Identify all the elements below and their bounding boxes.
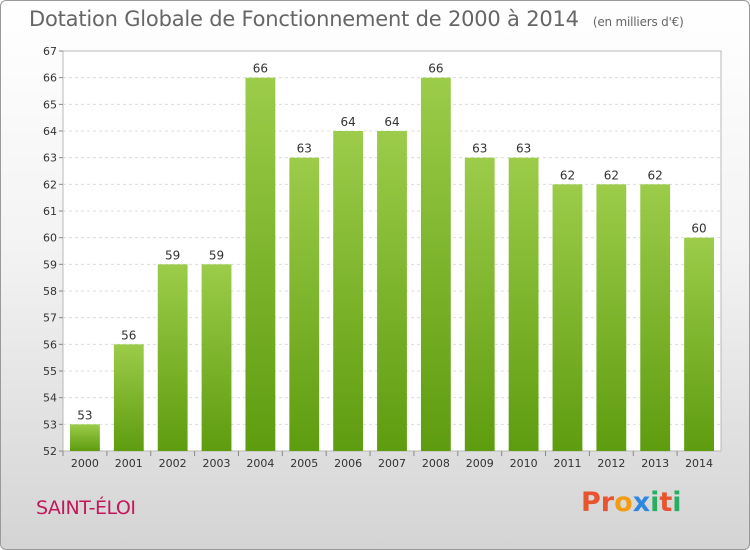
y-tick-label: 61 (43, 205, 57, 218)
data-label-2008: 66 (428, 62, 443, 76)
data-label-2003: 59 (209, 248, 224, 262)
x-tick-label: 2001 (115, 457, 143, 470)
x-tick-label: 2012 (597, 457, 625, 470)
y-tick-label: 54 (43, 392, 57, 405)
bar-2012 (596, 184, 627, 452)
data-label-2009: 63 (472, 142, 487, 156)
x-tick-label: 2004 (246, 457, 274, 470)
chart-title-text: Dotation Globale de Fonctionnement de 20… (29, 7, 579, 31)
y-tick-label: 66 (43, 72, 57, 85)
data-label-2002: 59 (165, 248, 180, 262)
chart-title: Dotation Globale de Fonctionnement de 20… (29, 7, 684, 31)
data-label-2012: 62 (604, 168, 619, 182)
x-tick-label: 2007 (378, 457, 406, 470)
bar-2007 (377, 131, 407, 451)
bar-2011 (552, 184, 583, 452)
x-tick-label: 2002 (159, 457, 187, 470)
x-tick-label: 2006 (334, 457, 362, 470)
brand-letter: o (614, 487, 633, 518)
bar-2001 (113, 344, 144, 451)
x-tick-label: 2009 (466, 457, 494, 470)
bar-2005 (289, 157, 320, 451)
y-tick-label: 52 (43, 445, 57, 458)
y-tick-label: 63 (43, 152, 57, 165)
data-label-2014: 60 (691, 222, 706, 236)
bar-2013 (640, 184, 671, 452)
bar-2000 (70, 424, 100, 451)
y-tick-label: 65 (43, 98, 57, 111)
bar-2006 (333, 131, 364, 451)
bar-2002 (157, 264, 188, 451)
y-tick-label: 53 (43, 418, 57, 431)
y-tick-label: 67 (43, 45, 57, 58)
data-label-2000: 53 (77, 408, 92, 422)
brand-letter: i (672, 487, 682, 518)
data-label-2001: 56 (121, 328, 136, 342)
bar-2003 (201, 264, 232, 451)
data-label-2006: 64 (340, 115, 355, 129)
brand-letter: t (659, 487, 673, 518)
x-tick-label: 2013 (641, 457, 669, 470)
bar-2004 (245, 77, 276, 452)
x-tick-label: 2014 (685, 457, 713, 470)
y-tick-label: 57 (43, 312, 57, 325)
chart-unit: (en milliers d'€) (592, 15, 684, 29)
x-tick-label: 2000 (71, 457, 99, 470)
bar-2008 (420, 77, 451, 452)
data-label-2013: 62 (648, 168, 663, 182)
y-tick-label: 60 (43, 232, 57, 245)
brand-letter: P (581, 487, 601, 518)
bar-2010 (508, 157, 539, 451)
y-tick-label: 56 (43, 338, 57, 351)
data-label-2007: 64 (384, 115, 399, 129)
data-label-2010: 63 (516, 142, 531, 156)
bar-2014 (684, 237, 714, 451)
x-tick-label: 2003 (203, 457, 231, 470)
bar-2009 (464, 157, 495, 451)
y-tick-label: 58 (43, 285, 57, 298)
brand-letter: x (632, 487, 651, 518)
data-label-2005: 63 (297, 142, 312, 156)
x-tick-label: 2008 (422, 457, 450, 470)
y-tick-label: 64 (43, 125, 57, 138)
x-tick-label: 2005 (290, 457, 318, 470)
y-tick-label: 59 (43, 258, 57, 271)
data-label-2004: 66 (253, 62, 268, 76)
data-label-2011: 62 (560, 168, 575, 182)
brand-letter: r (600, 487, 615, 518)
brand-letter: i (650, 487, 660, 518)
y-tick-label: 55 (43, 365, 57, 378)
y-tick-label: 62 (43, 178, 57, 191)
commune-name: SAINT-ÉLOI (36, 497, 136, 519)
x-tick-label: 2010 (510, 457, 538, 470)
proxiti-logo: Proxiti (581, 487, 682, 518)
x-tick-label: 2011 (553, 457, 581, 470)
